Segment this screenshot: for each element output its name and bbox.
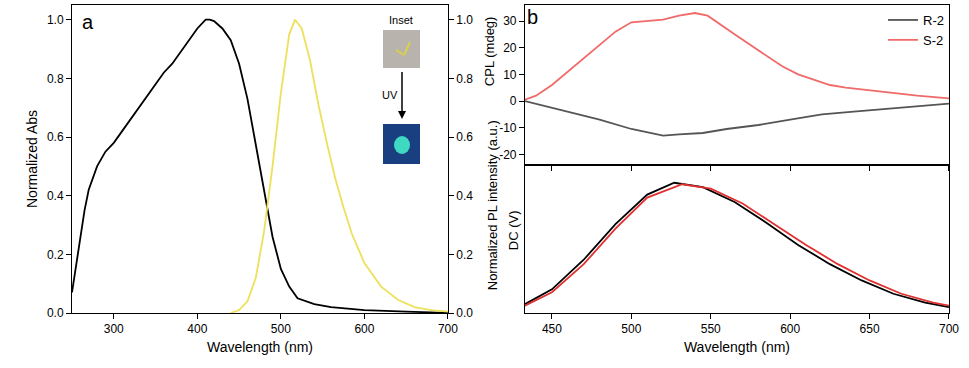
svg-text:600: 600 (780, 322, 800, 336)
svg-text:300: 300 (104, 322, 124, 336)
svg-text:0.4: 0.4 (456, 189, 473, 203)
svg-text:Wavelength (nm): Wavelength (nm) (207, 339, 313, 355)
svg-text:DC (V): DC (V) (506, 211, 521, 251)
svg-text:Normalized PL intensity (a.u.): Normalized PL intensity (a.u.) (485, 120, 500, 290)
svg-text:700: 700 (939, 322, 959, 336)
svg-text:a: a (82, 11, 94, 33)
svg-text:600: 600 (354, 322, 374, 336)
svg-text:0.0: 0.0 (47, 306, 64, 320)
svg-text:-20: -20 (499, 148, 517, 162)
svg-text:1.0: 1.0 (456, 13, 473, 27)
svg-text:0.8: 0.8 (47, 72, 64, 86)
svg-text:b: b (527, 6, 538, 28)
svg-text:CPL (mdeg): CPL (mdeg) (482, 17, 497, 87)
svg-text:30: 30 (503, 14, 517, 28)
svg-text:0.8: 0.8 (456, 72, 473, 86)
svg-text:500: 500 (621, 322, 641, 336)
svg-text:450: 450 (542, 322, 562, 336)
svg-text:10: 10 (503, 68, 517, 82)
svg-text:550: 550 (701, 322, 721, 336)
svg-text:0.4: 0.4 (47, 189, 64, 203)
svg-text:0.6: 0.6 (456, 130, 473, 144)
svg-text:650: 650 (860, 322, 880, 336)
svg-text:20: 20 (503, 41, 517, 55)
svg-text:Inset: Inset (389, 14, 413, 26)
svg-text:0.6: 0.6 (47, 130, 64, 144)
svg-text:Wavelength (nm): Wavelength (nm) (684, 339, 790, 355)
svg-text:Normalized Abs: Normalized Abs (24, 110, 40, 208)
svg-text:0.2: 0.2 (456, 248, 473, 262)
svg-text:0.2: 0.2 (47, 248, 64, 262)
svg-text:700: 700 (438, 322, 458, 336)
svg-text:400: 400 (187, 322, 207, 336)
svg-text:-10: -10 (499, 121, 517, 135)
svg-text:R-2: R-2 (923, 13, 944, 28)
svg-text:1.0: 1.0 (47, 13, 64, 27)
svg-text:0.0: 0.0 (456, 306, 473, 320)
svg-text:0: 0 (510, 94, 517, 108)
svg-text:500: 500 (271, 322, 291, 336)
svg-text:S-2: S-2 (923, 33, 943, 48)
svg-text:UV: UV (382, 89, 398, 101)
